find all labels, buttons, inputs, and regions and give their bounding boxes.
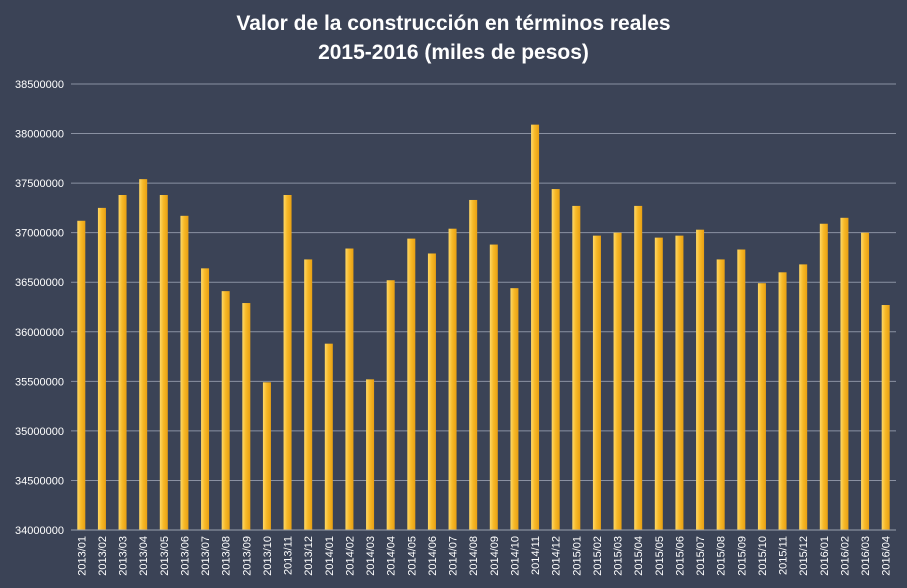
x-tick-label: 2013/08 (221, 536, 233, 576)
bar (201, 268, 209, 530)
x-tick-label: 2015/11 (778, 536, 790, 575)
bar (840, 218, 848, 530)
bar (572, 206, 580, 530)
bar (861, 233, 869, 530)
x-tick-label: 2014/02 (344, 536, 356, 576)
x-tick-label: 2015/09 (736, 536, 748, 576)
bar (779, 272, 787, 530)
x-tick-label: 2014/10 (509, 536, 521, 576)
x-tick-label: 2013/03 (118, 536, 130, 576)
x-tick-label: 2014/04 (386, 536, 398, 576)
x-tick-label: 2014/03 (365, 536, 377, 576)
bar (531, 125, 539, 530)
x-tick-label: 2015/02 (592, 536, 604, 576)
x-tick-label: 2014/12 (551, 536, 563, 576)
bar (799, 264, 807, 530)
x-tick-label: 2015/04 (633, 536, 645, 576)
bar (263, 382, 271, 530)
y-tick-label: 36500000 (15, 277, 64, 289)
bar (345, 249, 353, 530)
x-tick-label: 2013/01 (76, 536, 88, 576)
bar (882, 305, 890, 530)
x-tick-label: 2013/11 (283, 536, 295, 575)
x-tick-label: 2014/09 (489, 536, 501, 576)
bar (119, 195, 127, 530)
y-tick-label: 35000000 (15, 426, 64, 438)
x-tick-label: 2013/02 (97, 536, 109, 576)
x-tick-label: 2015/10 (757, 536, 769, 576)
bar (614, 233, 622, 530)
x-tick-label: 2014/05 (406, 536, 418, 576)
bar (490, 245, 498, 530)
bar (593, 236, 601, 530)
bar (675, 236, 683, 530)
y-tick-label: 34000000 (15, 525, 64, 537)
x-tick-label: 2015/05 (654, 536, 666, 576)
bar (242, 303, 250, 530)
y-tick-label: 36000000 (15, 327, 64, 339)
x-tick-label: 2014/07 (448, 536, 460, 576)
x-tick-label: 2013/05 (159, 536, 171, 576)
x-tick-label: 2013/07 (200, 536, 212, 576)
bar (222, 291, 230, 530)
y-tick-label: 38500000 (15, 79, 64, 91)
bar (387, 280, 395, 530)
x-tick-label: 2013/12 (303, 536, 315, 576)
x-tick-label: 2015/03 (613, 536, 625, 576)
x-tick-label: 2014/11 (530, 536, 542, 575)
bar (449, 229, 457, 530)
x-tick-label: 2016/02 (839, 536, 851, 576)
y-tick-label: 37000000 (15, 228, 64, 240)
bar (98, 208, 106, 530)
y-tick-label: 38000000 (15, 129, 64, 141)
bar (634, 206, 642, 530)
x-tick-label: 2014/08 (468, 536, 480, 576)
y-tick-label: 37500000 (15, 178, 64, 190)
x-tick-label: 2013/04 (138, 536, 150, 576)
y-tick-label: 34500000 (15, 475, 64, 487)
x-tick-label: 2015/08 (716, 536, 728, 576)
x-tick-label: 2013/10 (262, 536, 274, 576)
bar (366, 379, 374, 530)
x-tick-label: 2014/06 (427, 536, 439, 576)
bar (510, 288, 518, 530)
bar (180, 216, 188, 530)
bar (758, 283, 766, 530)
bar (428, 253, 436, 530)
x-tick-label: 2014/01 (324, 536, 336, 576)
x-tick-label: 2013/06 (179, 536, 191, 576)
bar (407, 239, 415, 530)
bar (325, 344, 333, 530)
y-tick-label: 35500000 (15, 376, 64, 388)
x-tick-label: 2016/03 (860, 536, 872, 576)
bar (820, 224, 828, 530)
bar (77, 221, 85, 530)
x-tick-label: 2015/12 (798, 536, 810, 576)
bar (696, 230, 704, 530)
bar (139, 179, 147, 530)
bar (304, 259, 312, 530)
x-tick-label: 2016/01 (819, 536, 831, 576)
x-tick-label: 2015/07 (695, 536, 707, 576)
x-tick-label: 2015/06 (674, 536, 686, 576)
bar (284, 195, 292, 530)
bar (655, 238, 663, 530)
x-tick-label: 2016/04 (881, 536, 893, 576)
bar (717, 259, 725, 530)
bar (469, 200, 477, 530)
bar (737, 250, 745, 530)
bar (160, 195, 168, 530)
x-tick-label: 2013/09 (241, 536, 253, 576)
x-tick-label: 2015/01 (571, 536, 583, 576)
bar (552, 189, 560, 530)
